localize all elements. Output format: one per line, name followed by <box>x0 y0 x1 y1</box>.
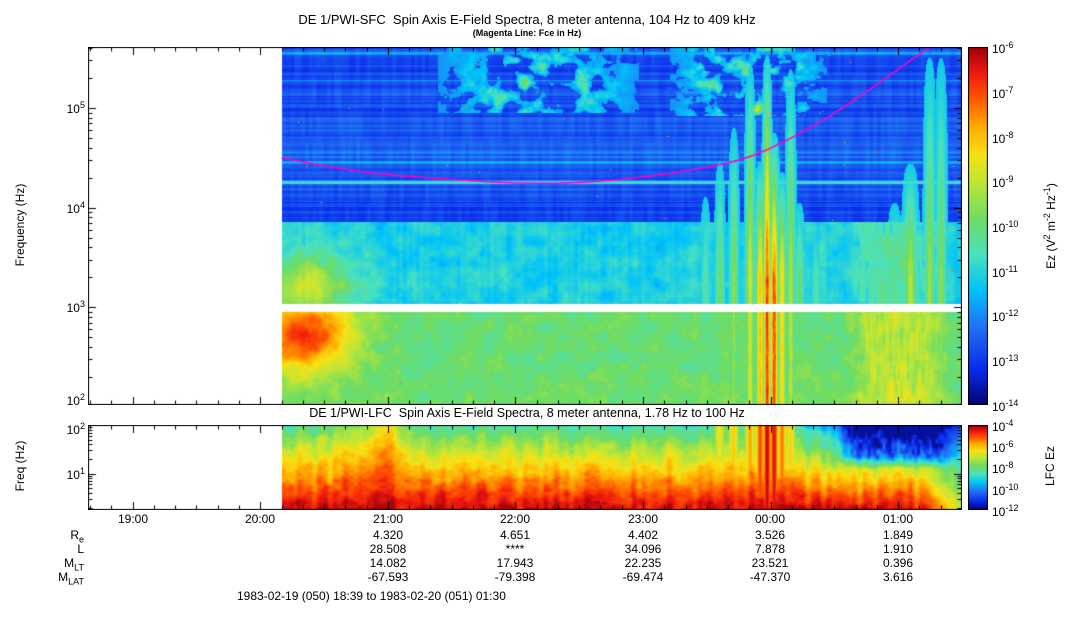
sfc-colorbar <box>968 47 988 405</box>
ephemeris-value: 34.096 <box>624 542 662 556</box>
sfc-ytick-1e3: 103 <box>66 299 85 315</box>
sfc-ytick-1e2: 102 <box>66 392 85 408</box>
sfc-cbar-tick: 10-13 <box>992 353 1019 369</box>
time-tick-1900: 19:00 <box>117 512 149 526</box>
lfc-title: DE 1/PWI-LFC Spin Axis E-Field Spectra, … <box>309 406 745 420</box>
lfc-cbar-tick: 10-12 <box>992 503 1019 519</box>
ephemeris-value: 28.508 <box>369 542 407 556</box>
sfc-cbar-tick: 10-10 <box>992 219 1019 235</box>
ephemeris-value: -47.370 <box>749 570 791 584</box>
sfc-cbar-tick: 10-8 <box>992 130 1014 146</box>
sfc-subtitle: (Magenta Line: Fce in Hz) <box>472 28 582 38</box>
sfc-cbar-tick: 10-6 <box>992 40 1014 56</box>
ephemeris-value: -69.474 <box>622 570 664 584</box>
lfc-colorbar-label: LFC Ez <box>1043 446 1057 487</box>
time-range-caption: 1983-02-19 (050) 18:39 to 1983-02-20 (05… <box>237 589 506 603</box>
sfc-spectrogram <box>88 47 962 405</box>
ephemeris-value: 3.616 <box>882 570 914 584</box>
ephemeris-value: 17.943 <box>496 556 534 570</box>
sfc-y-axis-label: Frequency (Hz) <box>13 183 27 267</box>
ephemeris-value: **** <box>505 542 525 556</box>
sfc-ytick-1e5: 105 <box>66 100 85 116</box>
sfc-cbar-tick: 10-12 <box>992 308 1019 324</box>
ephemeris-value: -67.593 <box>367 570 409 584</box>
sfc-cbar-tick: 10-11 <box>992 264 1018 280</box>
ephemeris-value: 22.235 <box>624 556 662 570</box>
ephemeris-value: 4.651 <box>499 528 531 542</box>
ephemeris-label-re: Re <box>70 528 84 545</box>
lfc-cbar-tick: 10-6 <box>992 439 1014 455</box>
time-tick-2200: 22:00 <box>499 512 531 526</box>
sfc-cbar-tick: 10-14 <box>992 398 1019 414</box>
ephemeris-value: 4.320 <box>372 528 404 542</box>
ephemeris-value: 1.910 <box>882 542 914 556</box>
ephemeris-value: 23.521 <box>751 556 789 570</box>
ephemeris-value: 14.082 <box>369 556 407 570</box>
sfc-ytick-1e4: 104 <box>66 200 85 216</box>
ephemeris-label-mlat: MLAT <box>58 570 84 587</box>
sfc-title: DE 1/PWI-SFC Spin Axis E-Field Spectra, … <box>298 12 756 27</box>
ephemeris-label-mlt: MLT <box>64 556 84 573</box>
sfc-colorbar-label: Ez (V2 m-2 Hz-1) <box>1042 183 1058 269</box>
time-tick-0000: 00:00 <box>754 512 786 526</box>
lfc-cbar-tick: 10-8 <box>992 460 1014 476</box>
ephemeris-value: 3.526 <box>754 528 786 542</box>
ephemeris-value: -79.398 <box>494 570 536 584</box>
sfc-cbar-tick: 10-7 <box>992 85 1014 101</box>
time-tick-0100: 01:00 <box>882 512 914 526</box>
lfc-spectrogram <box>88 425 962 510</box>
time-tick-2100: 21:00 <box>372 512 404 526</box>
time-tick-2300: 23:00 <box>627 512 659 526</box>
lfc-colorbar <box>968 425 988 510</box>
lfc-ytick-1e1: 101 <box>66 466 85 482</box>
ephemeris-value: 7.878 <box>754 542 786 556</box>
ephemeris-label-l: L <box>77 542 84 556</box>
ephemeris-value: 1.849 <box>882 528 914 542</box>
time-tick-2000: 20:00 <box>244 512 276 526</box>
lfc-cbar-tick: 10-10 <box>992 482 1019 498</box>
lfc-ytick-1e2: 102 <box>66 421 85 437</box>
ephemeris-value: 0.396 <box>882 556 914 570</box>
ephemeris-value: 4.402 <box>627 528 659 542</box>
sfc-cbar-tick: 10-9 <box>992 174 1014 190</box>
lfc-cbar-tick: 10-4 <box>992 418 1014 434</box>
